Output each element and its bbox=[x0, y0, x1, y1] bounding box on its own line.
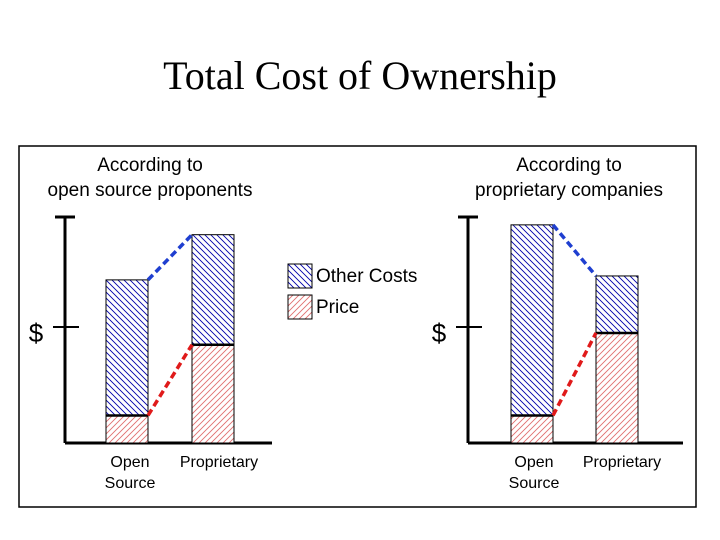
chart-title-line-1: According to bbox=[97, 155, 203, 176]
chart-title-line-1: According to bbox=[516, 155, 622, 176]
y-axis-label: $ bbox=[29, 318, 44, 348]
x-tick-label-source: Source bbox=[509, 475, 560, 492]
bar-other-costs-open-source bbox=[105, 279, 149, 416]
chart-proprietary-view: According to proprietary companies $ Ope… bbox=[432, 155, 683, 492]
x-tick-label-proprietary: Proprietary bbox=[180, 454, 258, 471]
legend: Other Costs Price bbox=[287, 263, 417, 320]
legend-label-other-costs: Other Costs bbox=[316, 266, 417, 287]
bar-price-open-source bbox=[510, 414, 554, 444]
x-tick-label-open: Open bbox=[110, 454, 149, 471]
chart-title-line-2: proprietary companies bbox=[475, 180, 663, 201]
x-tick-label-proprietary: Proprietary bbox=[583, 454, 661, 471]
bar-price-proprietary bbox=[191, 344, 235, 444]
bar-other-costs-proprietary bbox=[191, 234, 235, 346]
y-axis-label: $ bbox=[432, 318, 447, 348]
connector-price bbox=[551, 332, 598, 417]
connector-price bbox=[146, 343, 194, 417]
bar-other-costs-proprietary bbox=[595, 275, 639, 334]
slide-title: Total Cost of Ownership bbox=[163, 53, 557, 98]
bar-price-open-source bbox=[105, 414, 149, 444]
x-tick-label-open: Open bbox=[514, 454, 553, 471]
legend-swatch-price bbox=[287, 294, 313, 320]
x-tick-label-source: Source bbox=[105, 475, 156, 492]
legend-label-price: Price bbox=[316, 297, 359, 318]
chart-open-source-view: According to open source proponents $ Op… bbox=[29, 155, 272, 492]
legend-swatch-other-costs bbox=[287, 263, 313, 289]
connector-other-costs bbox=[551, 223, 598, 278]
bar-price-proprietary bbox=[595, 332, 639, 444]
bar-other-costs-open-source bbox=[510, 224, 554, 416]
chart-title-line-2: open source proponents bbox=[48, 180, 253, 201]
